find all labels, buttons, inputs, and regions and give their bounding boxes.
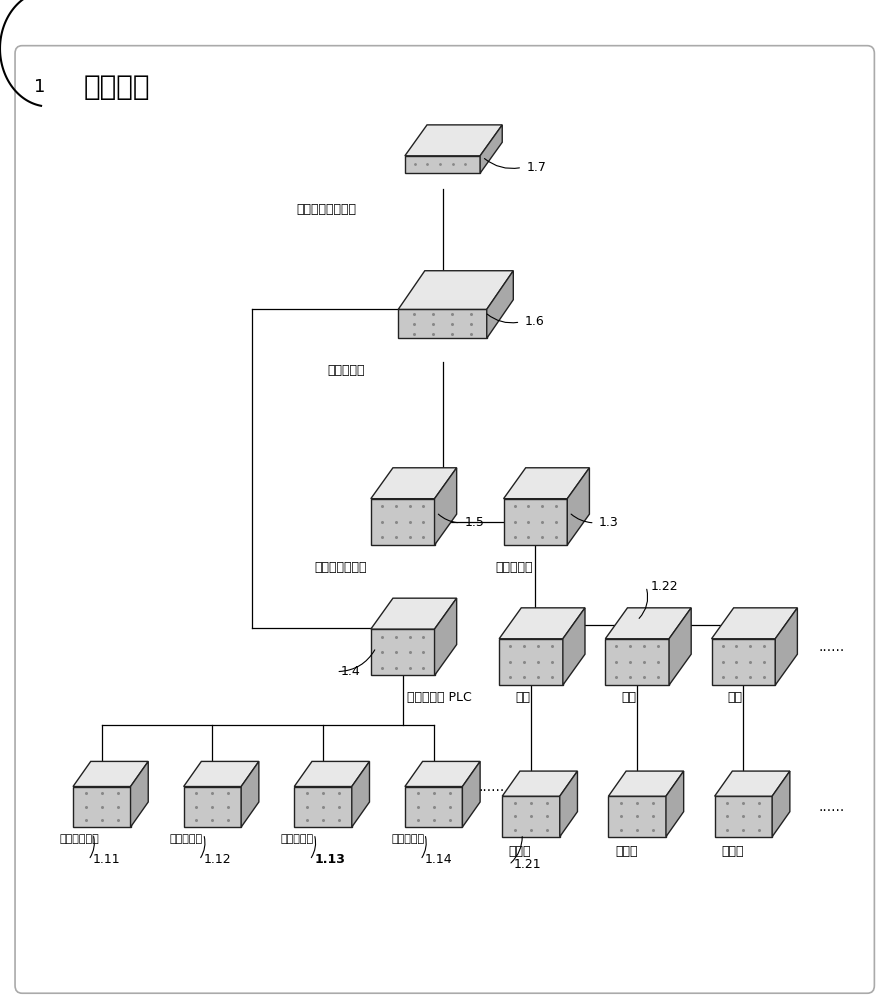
Text: 1.5: 1.5 <box>465 516 484 529</box>
Polygon shape <box>184 761 259 787</box>
Text: 云台: 云台 <box>621 691 636 704</box>
Polygon shape <box>184 787 241 827</box>
Text: 1: 1 <box>34 78 45 96</box>
Text: 第一无线通讯模块: 第一无线通讯模块 <box>296 203 357 216</box>
Text: 增量型编码器: 增量型编码器 <box>59 834 99 844</box>
Text: 移动终端: 移动终端 <box>84 73 150 101</box>
Polygon shape <box>371 629 435 675</box>
Text: ......: ...... <box>819 640 845 654</box>
Text: 第一交换机: 第一交换机 <box>327 364 365 377</box>
Polygon shape <box>241 761 259 827</box>
Polygon shape <box>560 771 578 837</box>
Polygon shape <box>352 761 370 827</box>
Polygon shape <box>405 156 480 173</box>
Polygon shape <box>73 787 131 827</box>
Polygon shape <box>609 771 684 796</box>
Polygon shape <box>480 125 503 173</box>
Text: 压力传感器: 压力传感器 <box>281 834 313 844</box>
Polygon shape <box>435 468 457 545</box>
Text: 摄像头: 摄像头 <box>721 845 743 858</box>
Text: 1.4: 1.4 <box>341 665 360 678</box>
Text: 温度传感器: 温度传感器 <box>170 834 203 844</box>
Text: 1.21: 1.21 <box>513 858 541 871</box>
Polygon shape <box>398 271 513 309</box>
Polygon shape <box>73 761 149 787</box>
Text: 摄像头: 摄像头 <box>615 845 637 858</box>
Text: 1.6: 1.6 <box>525 315 544 328</box>
Text: 视频编码器: 视频编码器 <box>496 561 533 574</box>
Text: 1.3: 1.3 <box>599 516 619 529</box>
Text: 云台: 云台 <box>515 691 530 704</box>
Polygon shape <box>398 309 487 338</box>
Polygon shape <box>712 639 775 685</box>
Polygon shape <box>294 761 370 787</box>
Polygon shape <box>371 598 457 629</box>
Text: 1.22: 1.22 <box>650 580 678 593</box>
Polygon shape <box>294 787 352 827</box>
Polygon shape <box>666 771 684 837</box>
Polygon shape <box>504 468 589 499</box>
Polygon shape <box>715 771 790 796</box>
FancyBboxPatch shape <box>15 46 874 993</box>
Polygon shape <box>504 499 567 545</box>
Polygon shape <box>605 608 691 639</box>
Polygon shape <box>715 796 772 837</box>
Polygon shape <box>499 639 563 685</box>
Text: 位置传感器: 位置传感器 <box>391 834 424 844</box>
Polygon shape <box>371 468 457 499</box>
Polygon shape <box>499 608 585 639</box>
Polygon shape <box>371 499 435 545</box>
Text: ......: ...... <box>478 780 504 794</box>
Polygon shape <box>503 796 560 837</box>
Text: 1.14: 1.14 <box>425 853 452 866</box>
Polygon shape <box>563 608 585 685</box>
Polygon shape <box>405 125 503 156</box>
Text: 1.12: 1.12 <box>204 853 231 866</box>
Polygon shape <box>405 787 462 827</box>
Text: 1.7: 1.7 <box>527 161 546 174</box>
Polygon shape <box>609 796 666 837</box>
Polygon shape <box>669 608 691 685</box>
Text: 云台: 云台 <box>727 691 743 704</box>
Polygon shape <box>435 598 457 675</box>
Polygon shape <box>567 468 589 545</box>
Polygon shape <box>503 771 578 796</box>
Polygon shape <box>775 608 797 685</box>
Text: 1.13: 1.13 <box>314 853 345 866</box>
Text: 1.11: 1.11 <box>93 853 120 866</box>
Text: ......: ...... <box>819 800 845 814</box>
Polygon shape <box>772 771 790 837</box>
Polygon shape <box>487 271 513 338</box>
Polygon shape <box>405 761 480 787</box>
Polygon shape <box>131 761 149 827</box>
Polygon shape <box>462 761 480 827</box>
Polygon shape <box>712 608 797 639</box>
Text: 焦炉车辆的 PLC: 焦炉车辆的 PLC <box>407 691 472 704</box>
Polygon shape <box>605 639 669 685</box>
Text: 摄像头: 摄像头 <box>509 845 531 858</box>
Text: 车载硬盘录像机: 车载硬盘录像机 <box>314 561 366 574</box>
